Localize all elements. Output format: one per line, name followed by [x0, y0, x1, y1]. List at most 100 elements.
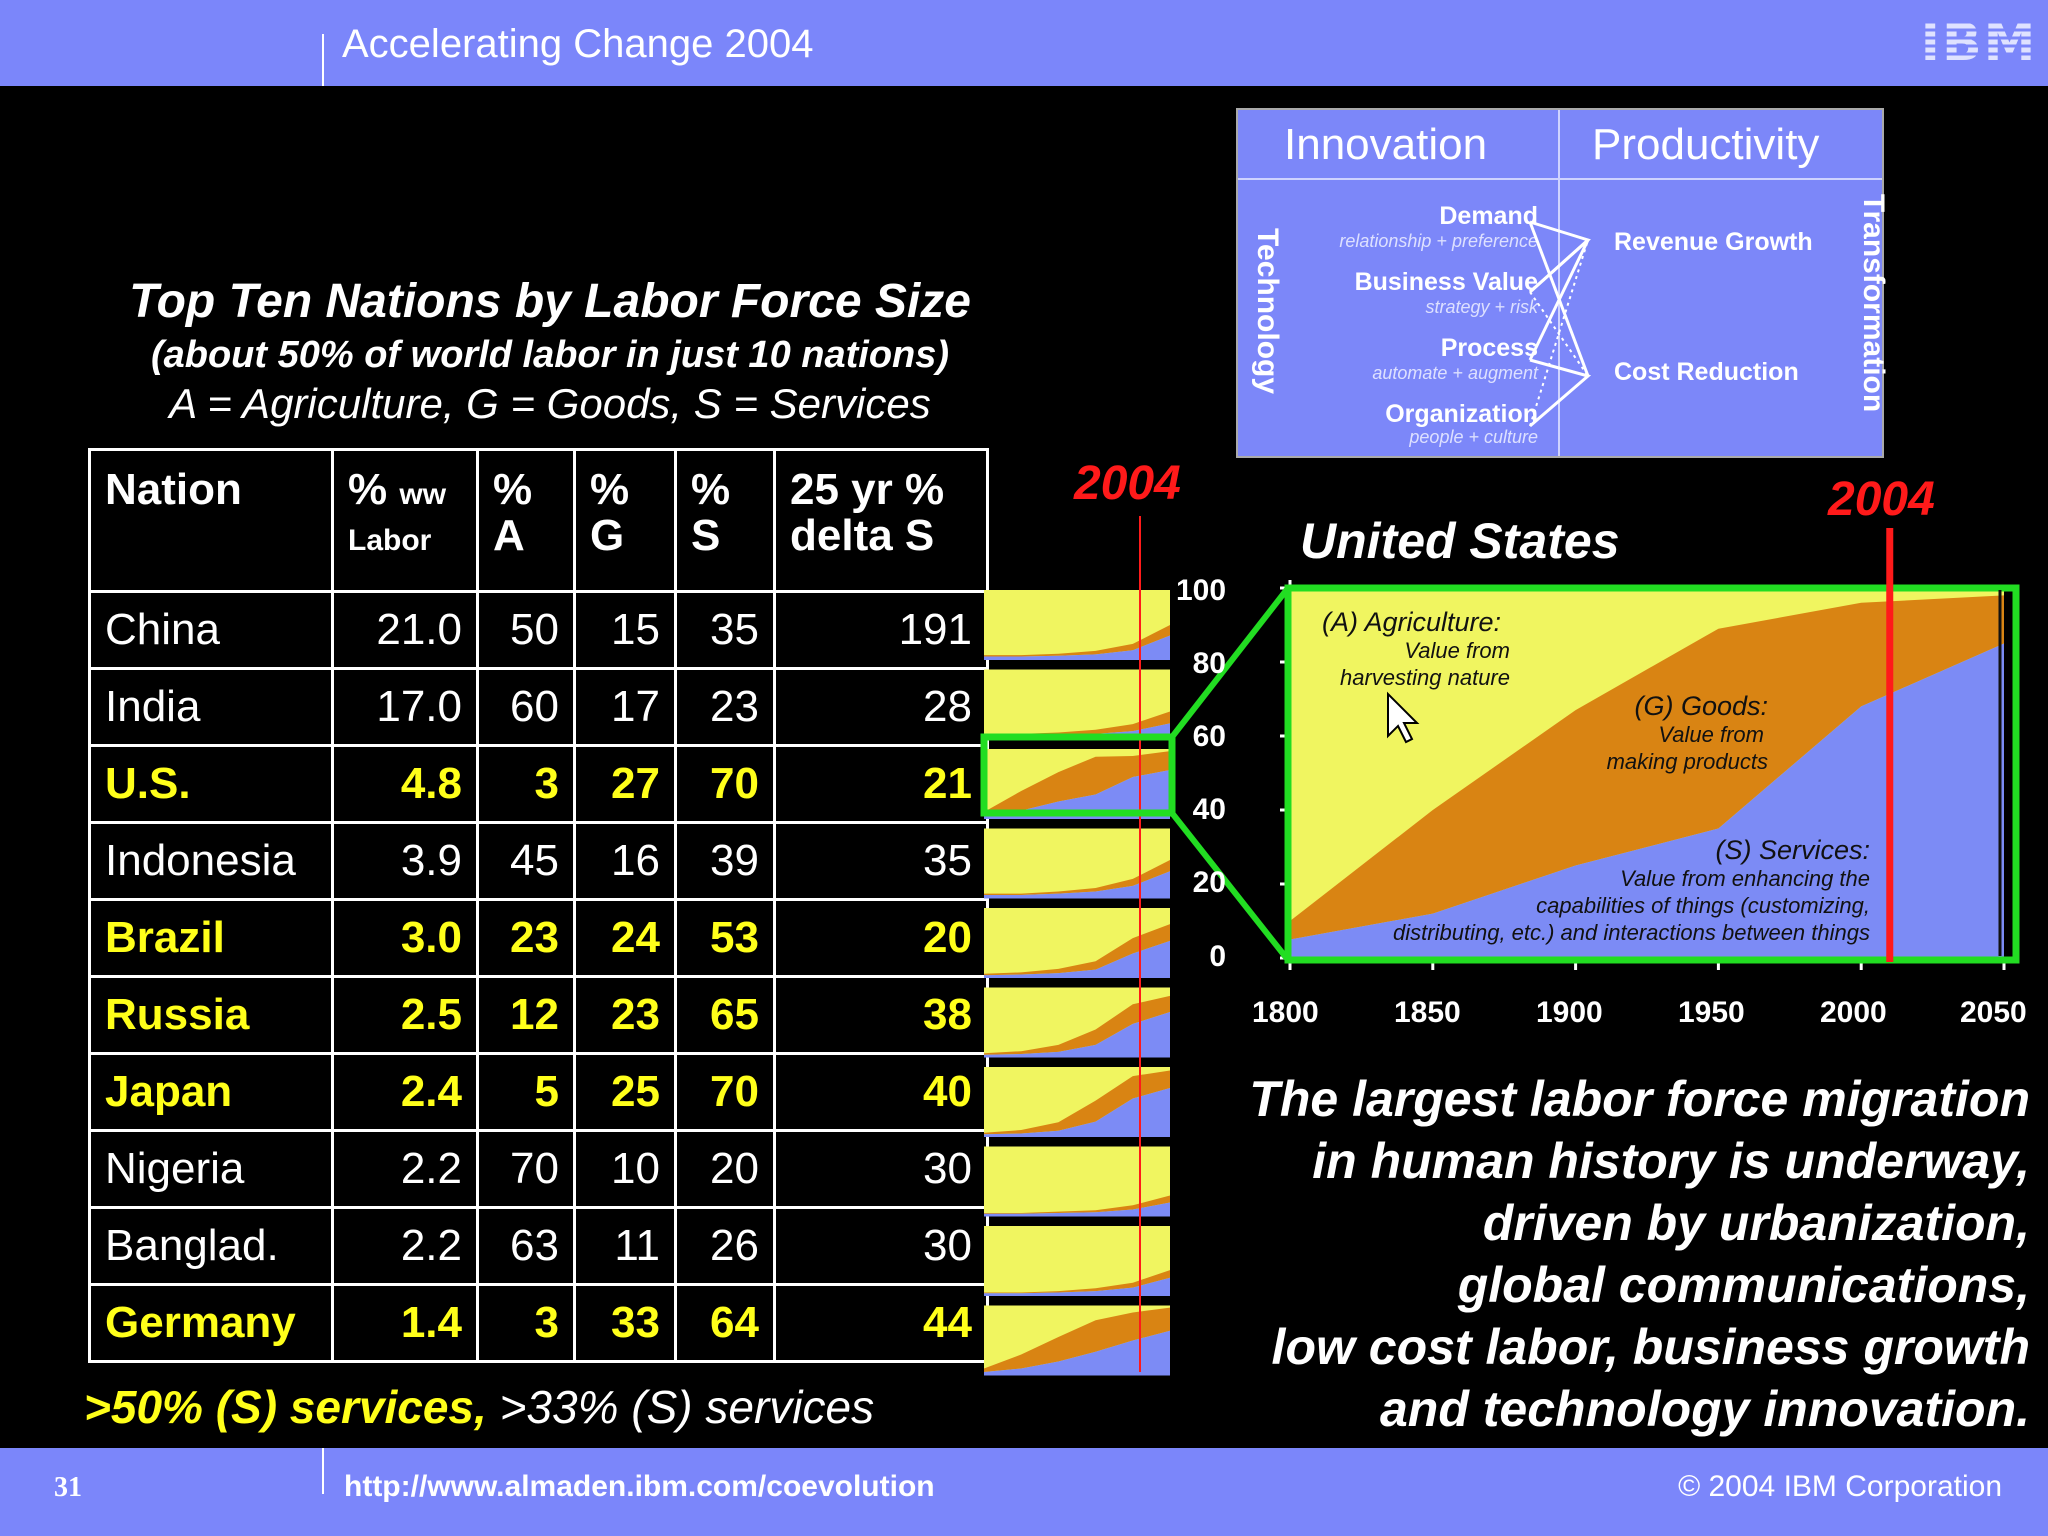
cell-ww-labor: 3.9: [331, 821, 479, 901]
item-organization-title: Organization: [1385, 400, 1538, 428]
cell-services: 70: [674, 1052, 776, 1132]
mini-chart-4-goods-area: [984, 860, 1170, 895]
x-tick-1900: 1900: [1536, 996, 1603, 1029]
us-goods-area: [1290, 595, 2004, 940]
mini-chart-5-goods-area: [984, 924, 1170, 976]
productivity-header: Productivity: [1592, 120, 1820, 169]
services-annotation-desc2: capabilities of things (customizing,: [1536, 893, 1870, 918]
footnote-plain: >33% (S) services: [499, 1381, 875, 1433]
services-annotation-title: (S) Services:: [1715, 835, 1870, 865]
mini-chart-9-goods-area: [984, 1270, 1170, 1294]
cell-goods: 33: [573, 1283, 677, 1363]
us-chart-zoom-frame: [1284, 584, 2020, 964]
cell-nation: Brazil: [88, 898, 334, 978]
mini-chart-1-goods-area: [984, 625, 1170, 657]
cell-nation: Germany: [88, 1283, 334, 1363]
innovation-header: Innovation: [1284, 120, 1488, 169]
mini-chart-3-services-area: [984, 770, 1170, 819]
cell-nation: Banglad.: [88, 1206, 334, 1286]
cell-goods: 23: [573, 975, 677, 1055]
footer-bar: 31 http://www.almaden.ibm.com/coevolutio…: [0, 1448, 2048, 1536]
agriculture-annotation-desc1: Value from: [1404, 638, 1510, 663]
col-header-services: % S: [674, 448, 776, 593]
table-row: Nigeria 2.2 70 10 20 30: [88, 1129, 989, 1209]
mini-chart-5-services-area: [984, 940, 1170, 978]
cell-agriculture: 63: [476, 1206, 576, 1286]
cell-agriculture: 45: [476, 821, 576, 901]
claim-line-3: driven by urbanization,: [1482, 1195, 2030, 1251]
table-row: Brazil 3.0 23 24 53 20: [88, 898, 989, 978]
claim-line-2: in human history is underway,: [1312, 1133, 2030, 1189]
year-marker-mini: 2004: [1074, 457, 1181, 510]
transformation-label: Transformation: [1857, 193, 1891, 413]
goods-annotation-desc2: making products: [1606, 749, 1768, 774]
cell-goods: 15: [573, 590, 677, 670]
item-business-value-title: Business Value: [1354, 268, 1538, 296]
x-tick-1800: 1800: [1252, 996, 1319, 1029]
goods-annotation-desc1: Value from: [1658, 722, 1764, 747]
cell-goods: 10: [573, 1129, 677, 1209]
cell-nation: India: [88, 667, 334, 747]
cell-ww-labor: 4.8: [331, 744, 479, 824]
table-row: India 17.0 60 17 23 28: [88, 667, 989, 747]
x-tick-2000: 2000: [1820, 996, 1887, 1029]
cell-nation: Japan: [88, 1052, 334, 1132]
header-separator: [322, 34, 324, 86]
x-tick-1850: 1850: [1394, 996, 1461, 1029]
mini-chart-3-goods-area: [984, 751, 1170, 816]
cell-agriculture: 3: [476, 1283, 576, 1363]
cell-goods: 17: [573, 667, 677, 747]
cell-services: 64: [674, 1283, 776, 1363]
mini-chart-10-services-area: [984, 1330, 1170, 1376]
cell-delta-s: 30: [773, 1206, 989, 1286]
table-subtitle: (about 50% of world labor in just 10 nat…: [150, 334, 950, 376]
outcome-revenue-growth: Revenue Growth: [1614, 228, 1813, 256]
cell-delta-s: 28: [773, 667, 989, 747]
services-annotation-desc1: Value from enhancing the: [1620, 866, 1870, 891]
mini-chart-9-services-area: [984, 1277, 1170, 1296]
mini-chart-8-services-area: [984, 1202, 1170, 1217]
item-process-sub: automate + augment: [1372, 363, 1538, 383]
mini-chart-1-services-area: [984, 635, 1170, 660]
mini-chart-4-services-area: [984, 871, 1170, 899]
cell-agriculture: 50: [476, 590, 576, 670]
table-row: Russia 2.5 12 23 65 38: [88, 975, 989, 1055]
zoom-connector-top: [1169, 586, 1291, 739]
innovation-box-divider: [1558, 110, 1560, 456]
slide-header-title: Accelerating Change 2004: [342, 22, 814, 66]
cell-agriculture: 3: [476, 744, 576, 824]
cell-services: 39: [674, 821, 776, 901]
agriculture-annotation-desc2: harvesting nature: [1340, 665, 1510, 690]
col-header-agriculture: % A: [476, 448, 576, 593]
header-bar: Accelerating Change 2004 IBM: [0, 0, 2048, 86]
table-row: China 21.0 50 15 35 191: [88, 590, 989, 670]
mini-chart-6-services-area: [984, 1012, 1170, 1058]
footer-url[interactable]: http://www.almaden.ibm.com/coevolution: [344, 1470, 935, 1503]
cell-delta-s: 20: [773, 898, 989, 978]
y-tick-40: 40: [1192, 793, 1226, 826]
charts-canvas: [980, 516, 2020, 1376]
cell-services: 26: [674, 1206, 776, 1286]
cell-ww-labor: 2.5: [331, 975, 479, 1055]
agriculture-annotation-title: (A) Agriculture:: [1322, 607, 1502, 637]
cell-delta-s: 44: [773, 1283, 989, 1363]
table-row: Banglad. 2.2 63 11 26 30: [88, 1206, 989, 1286]
col-header-ww-labor: % ww Labor: [331, 448, 479, 593]
ibm-logo-icon: IBM: [1924, 13, 2034, 68]
y-tick-60: 60: [1192, 720, 1226, 753]
technology-label: Technology: [1251, 227, 1285, 395]
cell-nation: China: [88, 590, 334, 670]
cell-services: 23: [674, 667, 776, 747]
table-footnote: >50% (S) services, >33% (S) services: [84, 1380, 874, 1434]
y-tick-80: 80: [1192, 647, 1226, 680]
zoom-connector-bottom: [1169, 811, 1291, 962]
mini-us-zoom-frame: [980, 733, 1176, 817]
claim-line-5: low cost labor, business growth: [1271, 1319, 2030, 1375]
item-organization-sub: people + culture: [1409, 427, 1538, 447]
goods-annotation-title: (G) Goods:: [1634, 691, 1768, 721]
table-header-row: Nation % ww Labor % A % G % S 25 yr % delta S: [88, 448, 989, 593]
table-legend: A = Agriculture, G = Goods, S = Services: [169, 380, 931, 427]
cell-services: 20: [674, 1129, 776, 1209]
table-row: Japan 2.4 5 25 70 40: [88, 1052, 989, 1132]
mini-chart-10-goods-area: [984, 1307, 1170, 1372]
